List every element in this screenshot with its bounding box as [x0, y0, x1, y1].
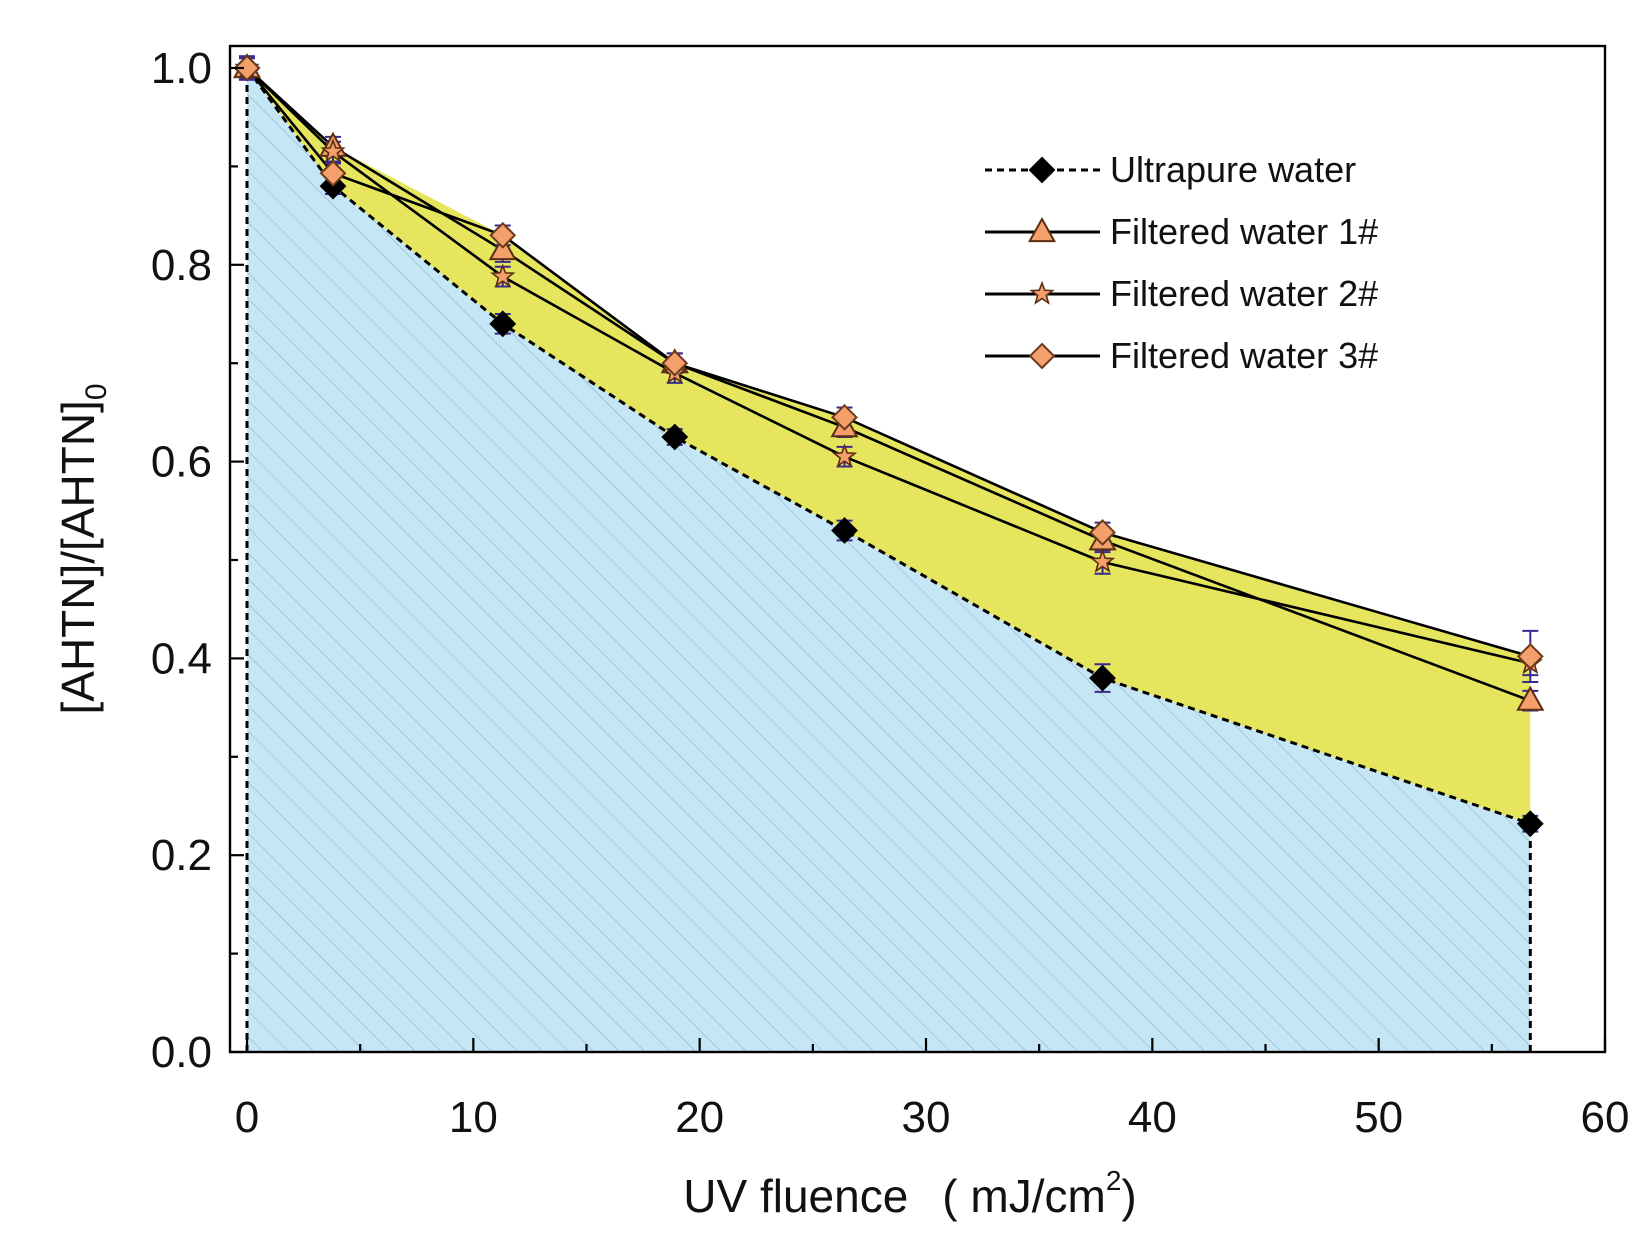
y-axis-ticks: 0.0 0.2 0.4 0.6 0.8 1.0 — [151, 44, 244, 1077]
data-point — [1089, 664, 1116, 692]
data-point — [661, 423, 689, 451]
legend-marker — [1027, 216, 1057, 243]
data-point — [831, 443, 858, 468]
y-tick-label: 0.6 — [151, 438, 212, 487]
y-tick-label: 0.2 — [151, 831, 212, 880]
legend-marker — [1028, 156, 1056, 184]
data-point — [489, 221, 517, 249]
x-tick-label: 30 — [902, 1093, 951, 1142]
data-point — [661, 349, 689, 377]
x-tick-label: 20 — [675, 1093, 724, 1142]
plot-frame — [228, 44, 1607, 1054]
data-point — [319, 159, 347, 187]
plot-border — [228, 44, 1607, 1054]
data-point — [1089, 548, 1116, 573]
legend-label: Filtered water 2# — [1110, 273, 1378, 314]
data-point — [489, 310, 517, 338]
legend-label: Ultrapure water — [1110, 149, 1356, 190]
y-tick-label: 1.0 — [151, 44, 212, 93]
legend: Ultrapure water Filtered water 1# Filtered… — [985, 149, 1378, 376]
data-point — [320, 138, 346, 163]
legend-label: Filtered water 1# — [1110, 211, 1378, 252]
hatch-area — [247, 68, 1531, 1052]
y-axis-title: [AHTN]/[AHTN]0 — [52, 383, 113, 714]
data-markers — [232, 52, 1545, 838]
x-axis-title: UV fluence( mJ/cm2) — [683, 1165, 1136, 1222]
legend-label: Filtered water 3# — [1110, 335, 1378, 376]
data-point — [490, 263, 516, 288]
x-tick-label: 0 — [235, 1093, 259, 1142]
data-point — [233, 54, 261, 82]
data-point — [831, 403, 858, 431]
legend-marker — [1029, 280, 1055, 305]
y-tick-label: 0.4 — [151, 634, 212, 683]
x-tick-label: 10 — [449, 1093, 498, 1142]
data-point — [1089, 519, 1116, 546]
x-axis-ticks: 0 10 20 30 40 50 60 — [235, 1038, 1630, 1142]
y-tick-label: 0.8 — [151, 241, 212, 290]
x-tick-label: 50 — [1354, 1093, 1403, 1142]
data-point — [1516, 643, 1544, 670]
y-tick-label: 0.0 — [151, 1028, 212, 1077]
data-point — [831, 517, 858, 544]
data-point — [1516, 810, 1544, 838]
data-point — [1516, 685, 1545, 711]
x-tick-label: 40 — [1128, 1093, 1177, 1142]
x-tick-label: 60 — [1581, 1093, 1630, 1142]
legend-marker — [1028, 342, 1056, 370]
